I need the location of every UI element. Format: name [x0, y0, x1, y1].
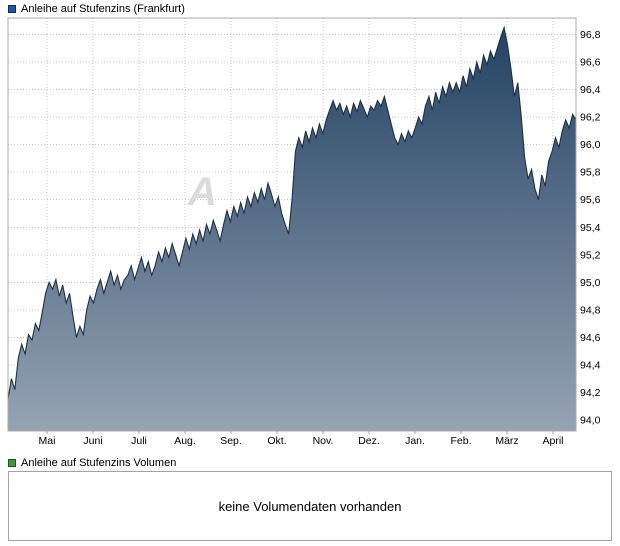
- svg-text:Nov.: Nov.: [313, 435, 334, 447]
- svg-text:Jan.: Jan.: [405, 435, 425, 447]
- price-chart[interactable]: Mai Juni Juli Aug. Sep. Okt. Nov. Dez. Jan. Feb. M…: [0, 0, 620, 452]
- x-axis-labels: Mai Juni Juli Aug. Sep. Okt. Nov. Dez. Jan. Feb. M…: [39, 435, 564, 447]
- svg-text:April: April: [542, 435, 563, 447]
- volume-panel: keine Volumendaten vorhanden: [8, 471, 612, 541]
- svg-text:Feb.: Feb.: [450, 435, 471, 447]
- price-chart-title: Anleihe auf Stufenzins (Frankfurt): [21, 3, 185, 15]
- svg-text:96,0: 96,0: [580, 139, 601, 151]
- price-chart-header: Anleihe auf Stufenzins (Frankfurt): [8, 3, 185, 15]
- svg-text:96,2: 96,2: [580, 112, 601, 124]
- volume-chart-header: Anleihe auf Stufenzins Volumen: [8, 457, 176, 469]
- svg-text:Mai: Mai: [39, 435, 56, 447]
- svg-text:Sep.: Sep.: [220, 435, 242, 447]
- volume-series-legend-swatch: [8, 459, 16, 467]
- svg-text:96,6: 96,6: [580, 57, 601, 69]
- svg-text:März: März: [495, 435, 518, 447]
- svg-text:96,4: 96,4: [580, 84, 601, 96]
- price-area: [8, 27, 576, 431]
- svg-text:96,8: 96,8: [580, 29, 601, 41]
- svg-text:Juni: Juni: [83, 435, 102, 447]
- svg-text:Okt.: Okt.: [267, 435, 286, 447]
- svg-text:95,6: 95,6: [580, 194, 601, 206]
- svg-text:94,0: 94,0: [580, 414, 601, 426]
- price-series-legend-swatch: [8, 5, 16, 13]
- svg-text:94,2: 94,2: [580, 387, 601, 399]
- svg-text:95,2: 95,2: [580, 249, 601, 261]
- svg-text:95,8: 95,8: [580, 167, 601, 179]
- svg-text:Aug.: Aug.: [174, 435, 196, 447]
- svg-text:94,6: 94,6: [580, 332, 601, 344]
- volume-empty-message: keine Volumendaten vorhanden: [218, 498, 402, 514]
- svg-text:Juli: Juli: [131, 435, 147, 447]
- plot-border: [7, 17, 577, 432]
- svg-text:95,4: 95,4: [580, 222, 601, 234]
- price-line: [7, 25, 577, 400]
- volume-chart-title: Anleihe auf Stufenzins Volumen: [21, 457, 177, 469]
- svg-text:94,4: 94,4: [580, 359, 601, 371]
- svg-text:Dez.: Dez.: [358, 435, 380, 447]
- svg-text:95,0: 95,0: [580, 277, 601, 289]
- watermark-logo: A: [188, 170, 217, 214]
- svg-text:94,8: 94,8: [580, 304, 601, 316]
- y-axis-labels: 94,0 94,2 94,4 94,6 94,8 95,0 95,2 95,4 95,6 95,8…: [580, 29, 601, 426]
